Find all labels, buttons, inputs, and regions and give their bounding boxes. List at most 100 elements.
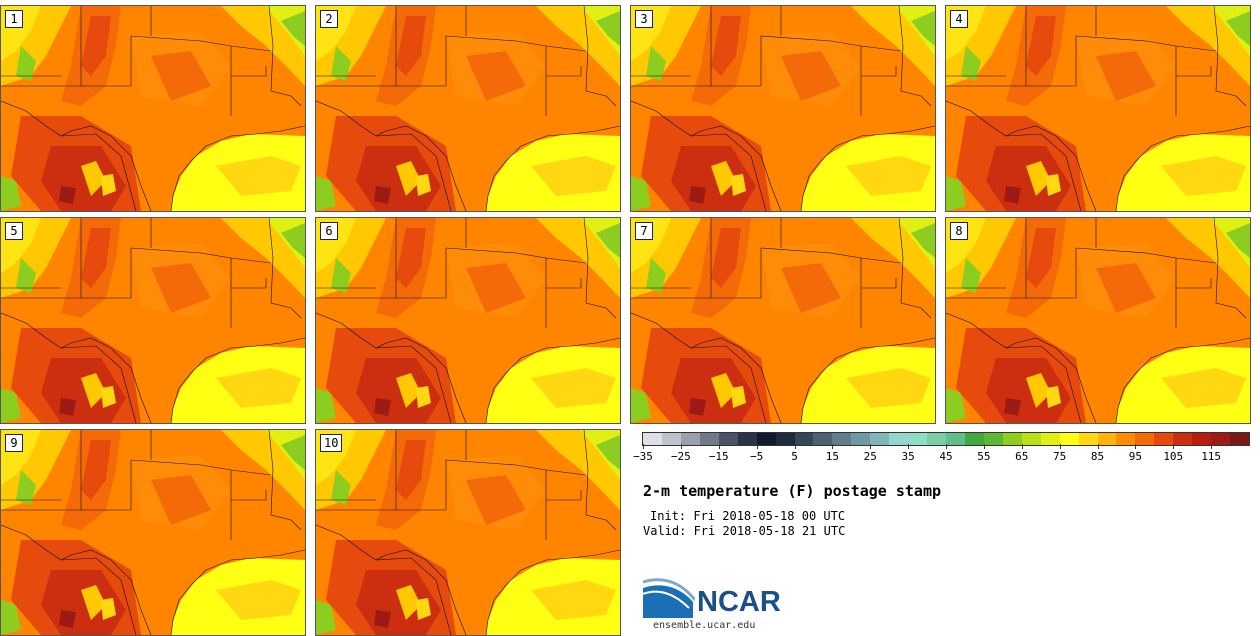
colorbar-segment — [1154, 433, 1174, 445]
colorbar-tick — [794, 444, 796, 449]
member-stamp-5: 5 — [0, 217, 306, 424]
temperature-map — [316, 218, 620, 423]
colorbar-segment — [908, 433, 928, 445]
ncar-wordmark: NCAR — [697, 586, 781, 618]
colorbar-tick — [983, 444, 985, 449]
member-number: 7 — [635, 222, 653, 240]
colorbar-segment — [1040, 433, 1060, 445]
valid-time: Valid: Fri 2018-05-18 21 UTC — [643, 524, 846, 538]
colorbar-segment — [1135, 433, 1155, 445]
colorbar-label: 5 — [791, 450, 798, 463]
colorbar-segment — [1230, 433, 1249, 445]
colorbar-tick — [1021, 444, 1023, 449]
colorbar-segment — [1078, 433, 1098, 445]
colorbar-tick — [908, 444, 910, 449]
colorbar-tick — [1097, 444, 1099, 449]
colorbar-segment — [756, 433, 776, 445]
colorbar-segment — [1116, 433, 1136, 445]
colorbar-segment — [870, 433, 890, 445]
colorbar-label: 105 — [1163, 450, 1184, 463]
member-number: 1 — [5, 10, 23, 28]
temperature-map — [946, 218, 1250, 423]
ncar-logo: NCAR ensemble.ucar.edu — [643, 578, 803, 633]
colorbar-segment — [983, 433, 1003, 445]
member-number: 2 — [320, 10, 338, 28]
colorbar-tick — [680, 444, 682, 449]
member-stamp-4: 4 — [945, 5, 1251, 212]
temperature-map — [1, 430, 305, 635]
colorbar-label: −35 — [633, 450, 653, 463]
member-number: 4 — [950, 10, 968, 28]
colorbar-label: −15 — [708, 450, 729, 463]
member-stamp-7: 7 — [630, 217, 936, 424]
member-stamp-8: 8 — [945, 217, 1251, 424]
colorbar-labels: −35 −25 −15 −5 5 15 25 35 45 55 65 75 85 95 105 115 — [633, 450, 1250, 466]
member-stamp-2: 2 — [315, 5, 621, 212]
colorbar-segment — [813, 433, 833, 445]
colorbar-segment — [1173, 433, 1193, 445]
member-number: 6 — [320, 222, 338, 240]
colorbar-segment — [775, 433, 795, 445]
colorbar-segment — [927, 433, 946, 445]
colorbar-label: 35 — [901, 450, 915, 463]
temperature-colorbar — [642, 432, 1250, 446]
colorbar-segment — [832, 433, 852, 445]
colorbar-segment — [643, 433, 662, 445]
colorbar-segment — [1211, 433, 1231, 445]
colorbar-segment — [680, 433, 700, 445]
member-number: 8 — [950, 222, 968, 240]
colorbar-segment — [661, 433, 681, 445]
colorbar-segment — [889, 433, 909, 445]
init-time: Init: Fri 2018-05-18 00 UTC — [650, 509, 846, 523]
colorbar-segment — [699, 433, 719, 445]
ncar-swoosh-icon — [643, 578, 695, 618]
ncar-url: ensemble.ucar.edu — [653, 620, 756, 631]
colorbar-tick — [832, 444, 834, 449]
temperature-map — [946, 6, 1250, 211]
colorbar-label: 45 — [939, 450, 953, 463]
colorbar-tick — [643, 444, 644, 449]
temperature-map — [631, 218, 935, 423]
colorbar-segment — [851, 433, 871, 445]
temperature-map — [316, 430, 620, 635]
colorbar-tick — [870, 444, 872, 449]
colorbar-label: 85 — [1090, 450, 1105, 463]
member-number: 3 — [635, 10, 653, 28]
colorbar-tick — [718, 444, 720, 449]
colorbar-label: 15 — [825, 450, 839, 463]
member-number: 5 — [5, 222, 23, 240]
colorbar-label: 95 — [1128, 450, 1142, 463]
member-stamp-6: 6 — [315, 217, 621, 424]
colorbar-tick — [946, 444, 947, 449]
member-number: 9 — [5, 434, 23, 452]
page-title: 2-m temperature (F) postage stamp — [643, 482, 942, 500]
temperature-map — [631, 6, 935, 211]
colorbar-label: 115 — [1201, 450, 1222, 463]
colorbar-segment — [718, 433, 738, 445]
member-stamp-10: 10 — [315, 429, 621, 636]
colorbar-segment — [1097, 433, 1117, 445]
colorbar-tick — [1211, 444, 1213, 449]
member-stamp-1: 1 — [0, 5, 306, 212]
member-number: 10 — [320, 434, 343, 452]
colorbar-segment — [794, 433, 814, 445]
colorbar-segment — [1059, 433, 1079, 445]
colorbar-tick — [1135, 444, 1137, 449]
colorbar-ticks — [642, 444, 1250, 450]
temperature-map — [316, 6, 620, 211]
colorbar-tick — [1173, 444, 1175, 449]
colorbar-label: 75 — [1053, 450, 1067, 463]
colorbar-segment — [1002, 433, 1022, 445]
colorbar-tick — [756, 444, 758, 449]
colorbar-label: 25 — [863, 450, 877, 463]
temperature-map — [1, 218, 305, 423]
colorbar-segment — [1021, 433, 1041, 445]
colorbar-label: −25 — [670, 450, 691, 463]
member-stamp-3: 3 — [630, 5, 936, 212]
temperature-map — [1, 6, 305, 211]
colorbar-segment — [946, 433, 965, 445]
colorbar-segment — [737, 433, 757, 445]
colorbar-label: −5 — [750, 450, 764, 463]
colorbar-tick — [1059, 444, 1061, 449]
colorbar-segment — [1192, 433, 1212, 445]
